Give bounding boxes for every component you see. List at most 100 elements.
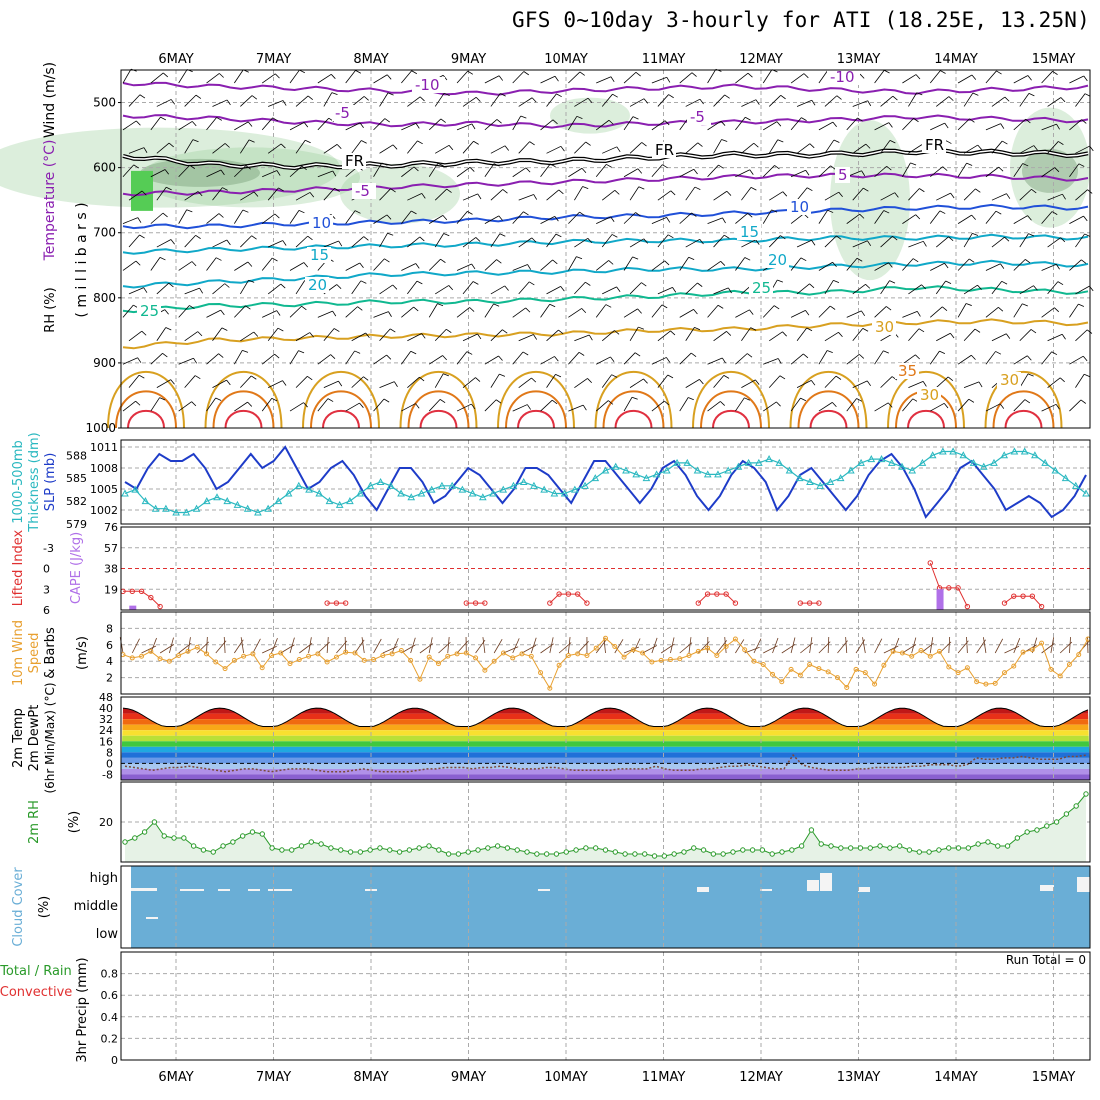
wind-barb xyxy=(345,70,356,84)
wind-barb-flag xyxy=(276,310,281,316)
wind-barb xyxy=(790,309,806,318)
wind-barb xyxy=(267,143,282,154)
wind10m-barb xyxy=(845,637,848,654)
wind-barb-flag xyxy=(950,333,955,339)
wind-barb-flag xyxy=(504,145,509,151)
wind-barb xyxy=(1069,355,1084,365)
contour-label-bg xyxy=(412,77,445,93)
wind-barb-flag xyxy=(755,99,760,105)
wind-barb-flag xyxy=(220,309,225,316)
wind-barb xyxy=(651,400,665,412)
wind-barb-flag xyxy=(972,232,979,236)
rh2m-point xyxy=(700,847,707,853)
wind-barb-flag xyxy=(360,280,367,284)
contour-label-bg xyxy=(765,252,789,268)
wind-barb xyxy=(629,378,644,388)
wind-barb xyxy=(713,331,727,342)
wind-barb-flag xyxy=(138,374,145,379)
wind-barb xyxy=(602,146,618,154)
lifted-index-point xyxy=(946,585,952,591)
wind-barb-flag xyxy=(750,187,757,191)
wind-barb-flag xyxy=(801,117,807,121)
wind-barb-flag xyxy=(386,354,392,360)
wind-barb xyxy=(1047,237,1061,248)
wind-barb xyxy=(880,280,890,295)
wind10m-barb xyxy=(428,637,433,654)
wind-barb xyxy=(1069,119,1082,131)
wind-barb xyxy=(936,332,951,342)
wind-barb xyxy=(1069,399,1082,412)
wind-barb-flag xyxy=(832,261,837,268)
upper-frame xyxy=(120,69,1091,429)
wind-barb xyxy=(651,357,667,365)
wind-barb-flag xyxy=(836,235,842,240)
contour-label-bg xyxy=(687,109,711,125)
wind-barb-flag xyxy=(1061,334,1066,340)
wind-barb xyxy=(707,217,723,224)
wind10m-point xyxy=(649,659,655,665)
wind-barb-flag xyxy=(555,233,562,238)
wind10m-point xyxy=(807,661,813,667)
wind-barb-flag xyxy=(493,303,500,307)
rh2m-point xyxy=(328,845,334,851)
wind-barb-flag xyxy=(811,99,816,106)
wind-barb xyxy=(852,187,864,201)
wind10m-point xyxy=(742,647,748,653)
wind-barb xyxy=(540,119,554,131)
wind-barb xyxy=(874,350,884,365)
wind-barb-flag xyxy=(520,115,527,119)
wind-barb xyxy=(295,280,306,295)
wind-barb-flag xyxy=(496,259,502,264)
contour-label-bg xyxy=(309,215,333,231)
wind-barb xyxy=(122,357,138,365)
wind10m-point xyxy=(352,650,358,656)
wind-barb xyxy=(295,376,308,388)
rh2m-point xyxy=(651,853,658,859)
temp-ytick: 24 xyxy=(99,724,113,737)
wind-barb-flag xyxy=(803,353,809,359)
contour-label-bg xyxy=(895,363,919,379)
rh2m-point xyxy=(377,845,383,851)
wind-barb-flag xyxy=(891,376,898,381)
wind-barb-flag xyxy=(971,214,976,220)
thickness-point xyxy=(448,481,456,489)
wind-barb-flag xyxy=(186,209,193,213)
wind-barb xyxy=(957,398,970,412)
wind-barb xyxy=(713,139,722,154)
wind-barb-flag xyxy=(638,326,645,330)
temp-band xyxy=(121,724,1090,731)
wind-barb-flag xyxy=(581,308,587,314)
wind-barb xyxy=(707,260,721,271)
wind-barb xyxy=(323,380,339,389)
wind-barb xyxy=(568,308,582,318)
wind10m-point xyxy=(1020,649,1026,655)
cloud-gap xyxy=(1040,885,1054,891)
thickness-point xyxy=(1061,474,1070,482)
wind-barb-flag xyxy=(191,261,197,267)
wind-barb xyxy=(1069,215,1084,224)
wind10m-point xyxy=(658,657,664,663)
wind-barb-flag xyxy=(248,139,255,143)
wind-barb xyxy=(178,305,190,318)
wind-barb xyxy=(345,122,361,131)
wind-barb xyxy=(629,186,640,201)
lifted-index-line xyxy=(123,590,161,607)
wind-barb xyxy=(1019,188,1032,201)
cloud-ytick: high xyxy=(90,871,118,886)
lifted-index-line xyxy=(697,593,736,604)
thickness-point xyxy=(642,474,651,482)
wind-frame xyxy=(120,611,1091,695)
lifted-index-line xyxy=(929,562,968,607)
wind10m-barb xyxy=(651,637,658,654)
wind-barb-flag xyxy=(413,166,419,172)
wind-barb xyxy=(351,236,365,248)
wind-barb-flag xyxy=(469,307,475,312)
wind-barb-flag xyxy=(974,328,981,333)
wind10m-point xyxy=(584,652,590,658)
wind-barb-flag xyxy=(274,213,280,219)
xtick-top: 6MAY xyxy=(158,52,193,67)
thickness-point xyxy=(622,466,630,474)
wind-barb-flag xyxy=(1082,355,1088,362)
wind-barb xyxy=(267,283,282,295)
